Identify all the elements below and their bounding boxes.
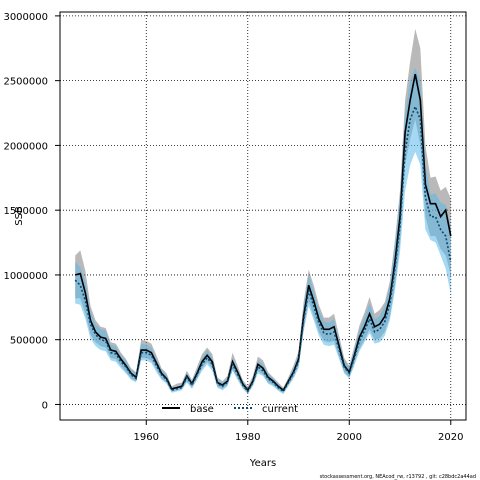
y-axis-title: SSB: [14, 206, 25, 226]
y-tick-label-2500000: 2500000: [3, 77, 48, 88]
footer-text: stockassessment.org, NEAcod_rw, r13792 ,…: [320, 474, 476, 480]
plot-frame: [59, 11, 467, 421]
series-line-current: [74, 104, 452, 393]
y-tick-label-2000000: 2000000: [3, 141, 48, 152]
confidence-band-current: [75, 67, 451, 395]
x-tick-label-2020: 2020: [438, 432, 463, 443]
confidence-bands: [75, 28, 451, 395]
y-tick-label-1000000: 1000000: [3, 271, 48, 282]
y-tick-label-500000: 500000: [10, 336, 48, 347]
legend: base current: [162, 404, 298, 415]
y-tick-label-0: 0: [42, 400, 48, 411]
y-axis-ticks: 0 500000 1000000 1500000 2000000 2500000 30000…: [3, 12, 60, 411]
y-tick-label-3000000: 3000000: [3, 12, 48, 23]
legend-label-current: current: [262, 404, 298, 415]
legend-label-base: base: [190, 404, 214, 415]
y-tick-label-1500000: 1500000: [3, 206, 48, 217]
x-tick-label-2000: 2000: [337, 432, 362, 443]
x-tick-label-1980: 1980: [235, 432, 260, 443]
x-axis-title: Years: [249, 458, 276, 469]
x-axis-ticks: 1960 1980 2000 2020: [134, 420, 464, 443]
x-tick-label-1960: 1960: [134, 432, 159, 443]
series-lines: [74, 74, 452, 393]
